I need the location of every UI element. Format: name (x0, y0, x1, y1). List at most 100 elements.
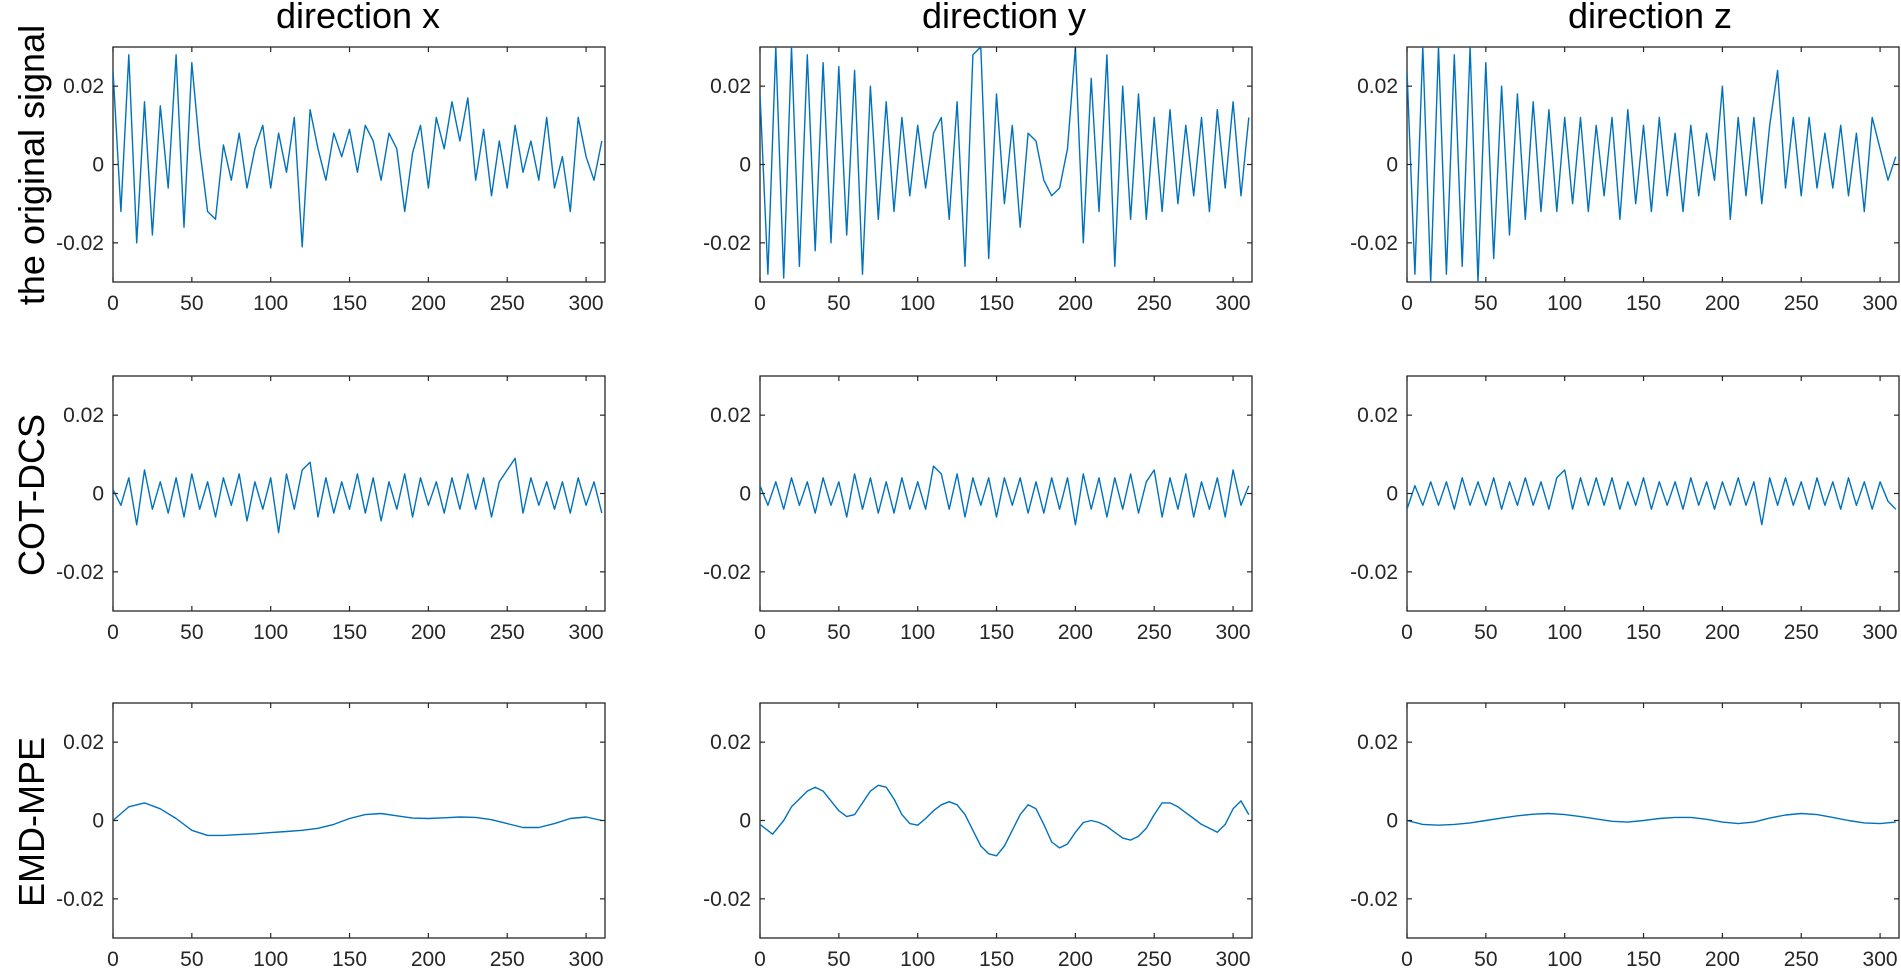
axes-box (112, 702, 606, 939)
x-tick-label: 50 (1474, 621, 1497, 644)
x-tick-label: 300 (569, 292, 604, 315)
x-tick-label: 0 (754, 621, 766, 644)
x-tick-label: 0 (1401, 948, 1413, 971)
x-tick-label: 250 (1137, 621, 1172, 644)
x-tick-label: 100 (1547, 621, 1582, 644)
series-line (760, 47, 1250, 279)
x-tick-label: 150 (979, 292, 1014, 315)
series-line (1407, 469, 1897, 526)
x-tick-label: 100 (900, 621, 935, 644)
x-tick-label: 50 (180, 948, 203, 971)
x-tick-label: 150 (332, 948, 367, 971)
x-tick-label: 50 (1474, 292, 1497, 315)
series-line (113, 54, 603, 248)
x-tick-label: 0 (1401, 621, 1413, 644)
x-tick-label: 300 (1863, 292, 1898, 315)
y-tick-label: -0.02 (56, 232, 104, 255)
x-tick-label: 150 (332, 292, 367, 315)
x-tick-label: 50 (1474, 948, 1497, 971)
y-tick-label: 0 (739, 810, 751, 833)
x-tick-label: 100 (900, 292, 935, 315)
x-tick-label: 300 (1216, 948, 1251, 971)
row-label-emd-mpe: EMD-MPE (11, 737, 52, 907)
series-line (1407, 47, 1897, 282)
x-tick-label: 150 (979, 948, 1014, 971)
y-tick-label: 0.02 (710, 731, 751, 754)
subplot-grid: 0 50 100 150 200 250 300 -0.02 0 0.02 0 50 100 150 200… (56, 46, 1900, 971)
x-tick-label: 150 (332, 621, 367, 644)
x-tick-label: 250 (490, 292, 525, 315)
y-tick-label: 0 (92, 154, 104, 177)
x-tick-label: 100 (253, 621, 288, 644)
x-tick-label: 200 (1705, 621, 1740, 644)
x-tick-label: 250 (1137, 292, 1172, 315)
y-tick-label: -0.02 (56, 888, 104, 911)
x-tick-label: 50 (827, 948, 850, 971)
y-tick-label: 0.02 (63, 75, 104, 98)
x-tick-label: 200 (1058, 948, 1093, 971)
x-tick-label: 300 (569, 948, 604, 971)
y-tick-label: -0.02 (56, 561, 104, 584)
subplot-r1-c1: 0 50 100 150 200 250 300 -0.02 0 0.02 (703, 375, 1253, 644)
x-tick-label: 50 (827, 621, 850, 644)
x-tick-label: 200 (411, 292, 446, 315)
x-tick-label: 0 (107, 292, 119, 315)
y-tick-label: 0 (1386, 483, 1398, 506)
y-tick-label: 0.02 (1357, 404, 1398, 427)
subplot-r0-c2: 0 50 100 150 200 250 300 -0.02 0 0.02 (1350, 46, 1900, 315)
x-tick-label: 150 (979, 621, 1014, 644)
subplot-r2-c2: 0 50 100 150 200 250 300 -0.02 0 0.02 (1350, 702, 1900, 971)
axes-box (759, 375, 1253, 612)
axes-box (1406, 375, 1900, 612)
y-tick-label: 0.02 (710, 75, 751, 98)
row-label-original-signal: the original signal (11, 25, 52, 305)
y-tick-label: 0.02 (63, 731, 104, 754)
subplot-r1-c0: 0 50 100 150 200 250 300 -0.02 0 0.02 (56, 375, 606, 644)
subplot-r2-c1: 0 50 100 150 200 250 300 -0.02 0 0.02 (703, 702, 1253, 971)
x-tick-label: 200 (411, 948, 446, 971)
y-tick-label: -0.02 (1350, 888, 1398, 911)
x-tick-label: 100 (253, 948, 288, 971)
y-tick-label: 0.02 (710, 404, 751, 427)
y-tick-label: -0.02 (703, 888, 751, 911)
y-tick-label: -0.02 (1350, 232, 1398, 255)
x-tick-label: 150 (1626, 292, 1661, 315)
x-tick-label: 300 (1216, 292, 1251, 315)
y-tick-label: 0.02 (1357, 75, 1398, 98)
x-tick-label: 50 (180, 621, 203, 644)
column-title-x: direction x (276, 0, 440, 36)
column-title-z: direction z (1568, 0, 1732, 36)
x-tick-label: 200 (1705, 948, 1740, 971)
row-label-cot-dcs: COT-DCS (11, 414, 52, 576)
axes-box (1406, 46, 1900, 283)
row-labels: the original signal COT-DCS EMD-MPE (11, 25, 52, 907)
x-tick-label: 300 (1216, 621, 1251, 644)
x-tick-label: 0 (1401, 292, 1413, 315)
x-tick-label: 200 (1705, 292, 1740, 315)
x-tick-label: 100 (1547, 292, 1582, 315)
y-tick-label: 0 (739, 483, 751, 506)
x-tick-label: 150 (1626, 621, 1661, 644)
y-tick-label: 0 (1386, 810, 1398, 833)
y-tick-label: 0 (739, 154, 751, 177)
x-tick-label: 250 (1784, 621, 1819, 644)
column-titles: direction x direction y direction z (276, 0, 1732, 36)
series-line (760, 465, 1250, 526)
y-tick-label: 0 (1386, 154, 1398, 177)
x-tick-label: 250 (1137, 948, 1172, 971)
x-tick-label: 250 (1784, 292, 1819, 315)
y-tick-label: -0.02 (703, 232, 751, 255)
axes-box (759, 46, 1253, 283)
series-line (1407, 812, 1896, 826)
x-tick-label: 250 (1784, 948, 1819, 971)
x-tick-label: 100 (253, 292, 288, 315)
x-tick-label: 0 (754, 948, 766, 971)
column-title-y: direction y (922, 0, 1086, 36)
y-tick-label: -0.02 (703, 561, 751, 584)
axes-box (1406, 702, 1900, 939)
subplot-r2-c0: 0 50 100 150 200 250 300 -0.02 0 0.02 (56, 702, 606, 971)
x-tick-label: 300 (1863, 621, 1898, 644)
y-tick-label: 0.02 (63, 404, 104, 427)
x-tick-label: 200 (411, 621, 446, 644)
x-tick-label: 0 (754, 292, 766, 315)
